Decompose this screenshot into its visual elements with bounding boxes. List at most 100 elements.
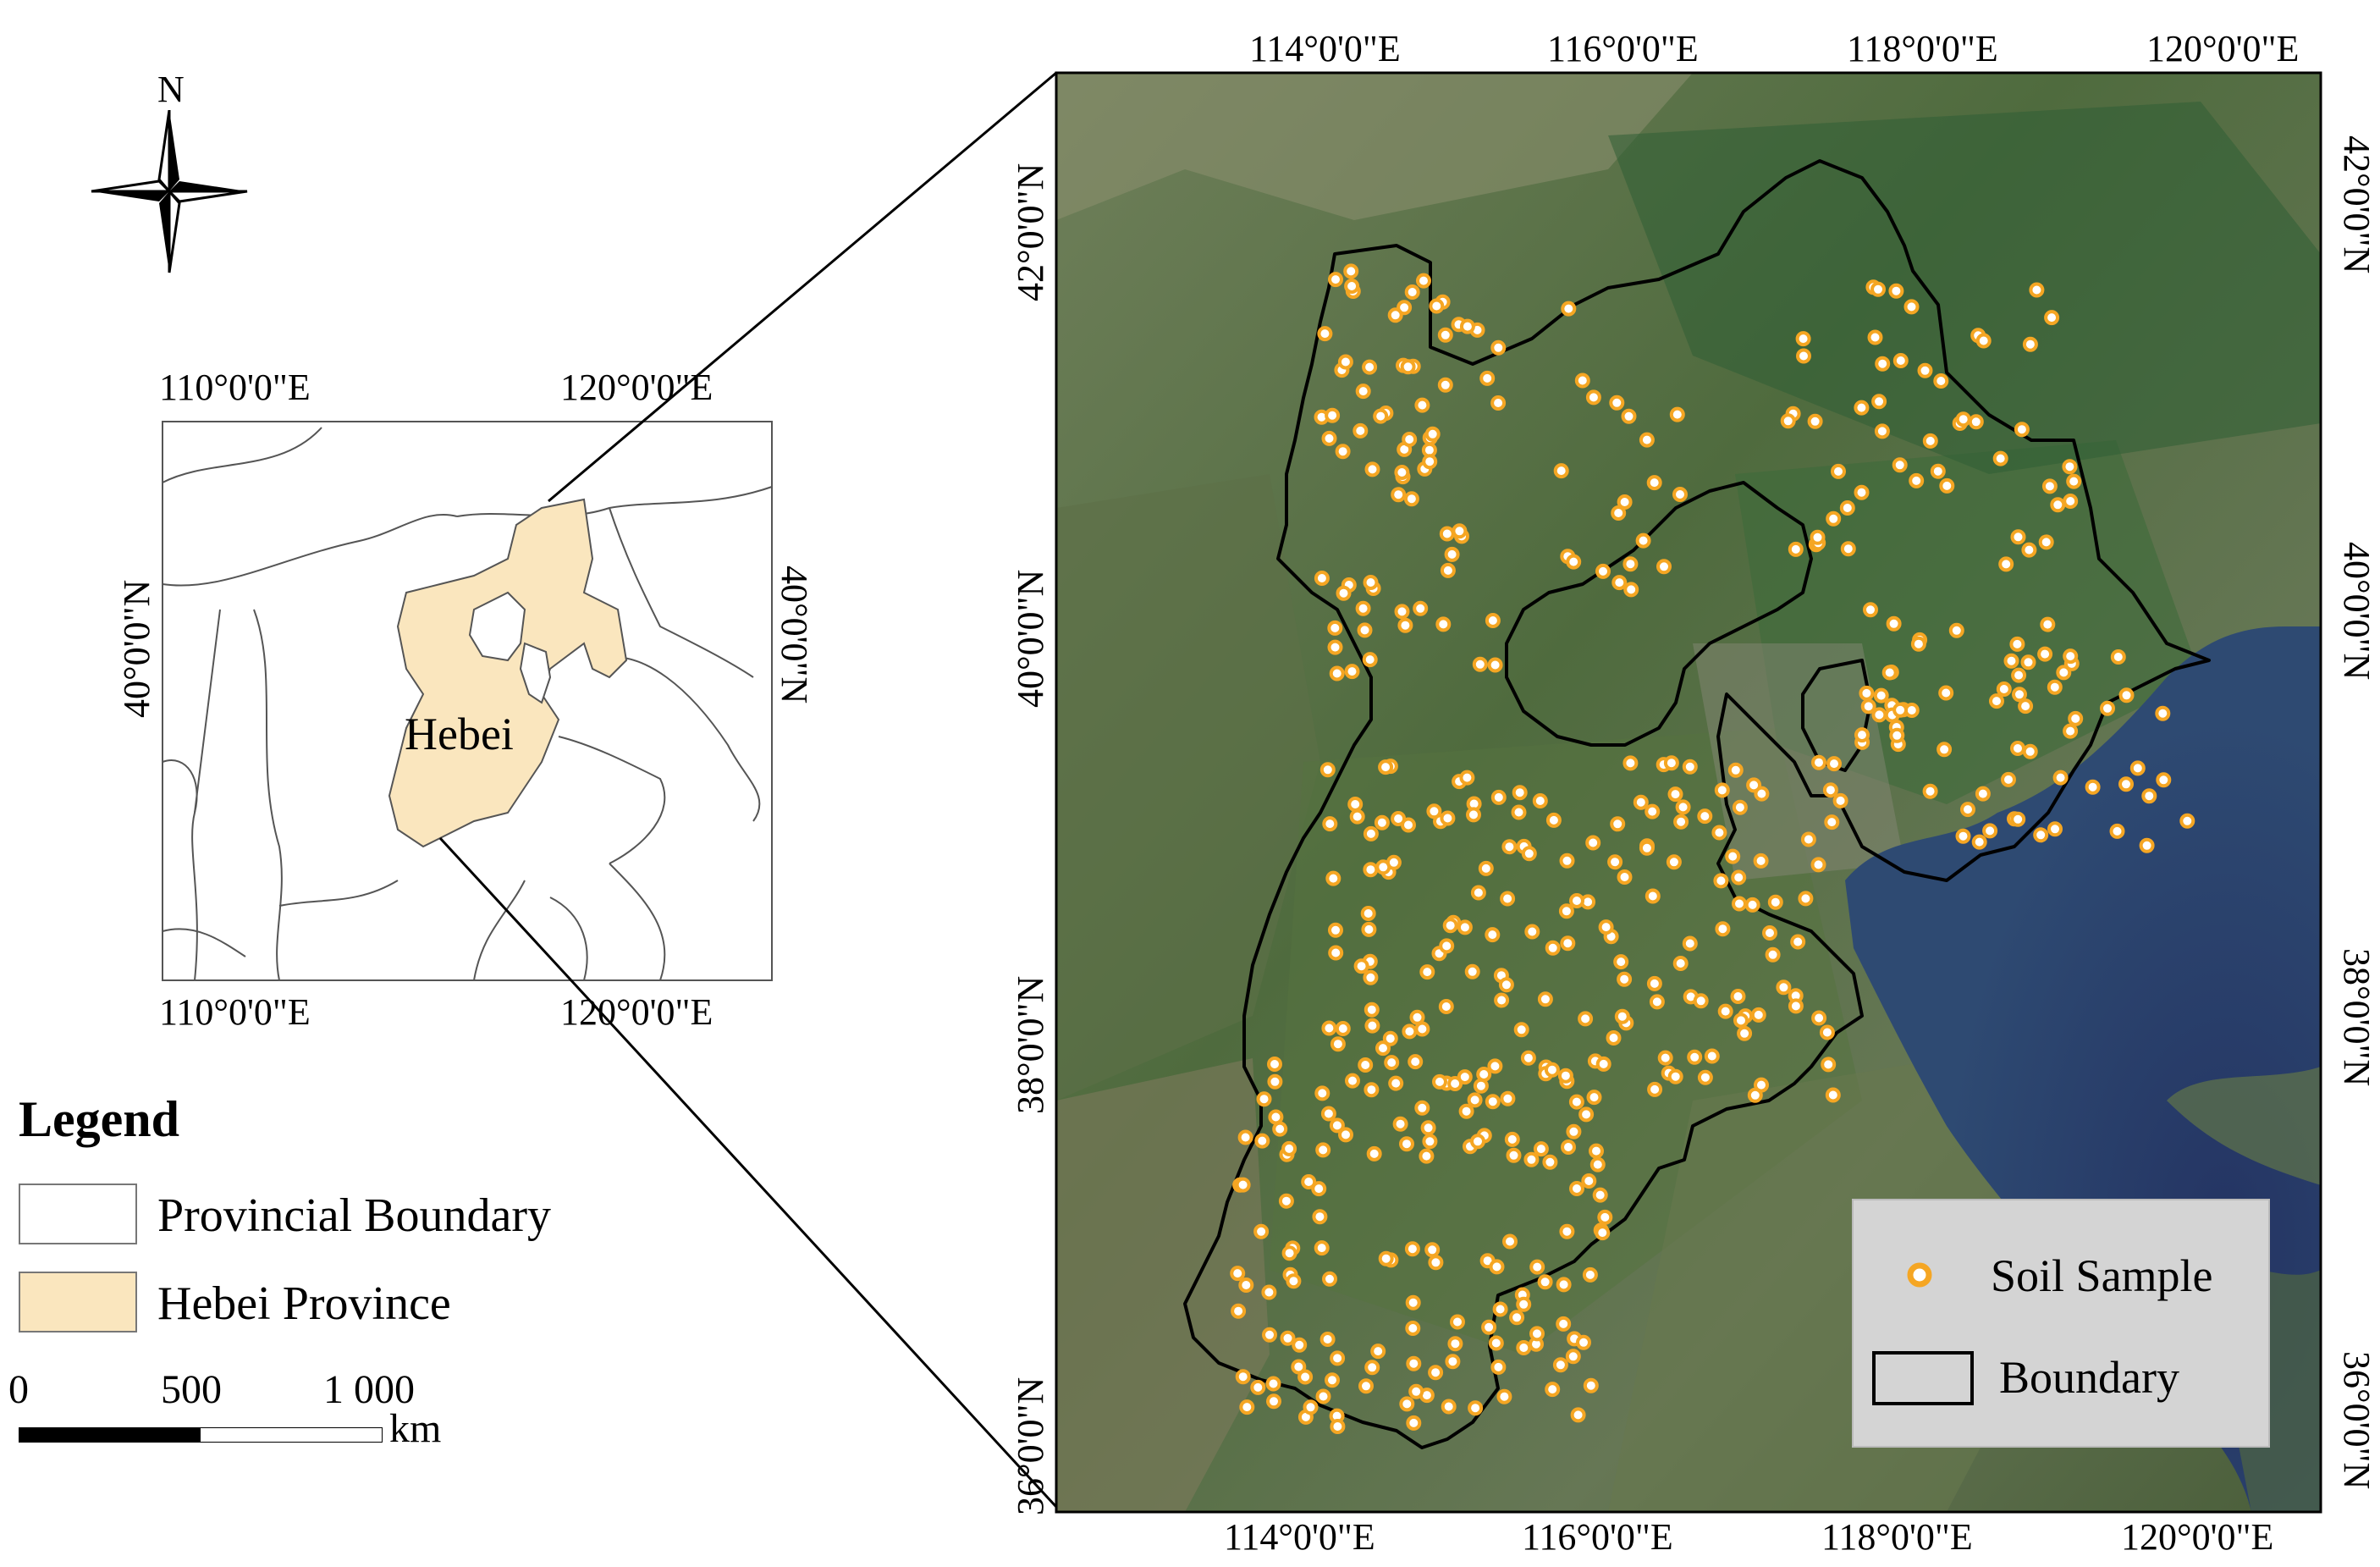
soil-sample-point — [1667, 786, 1683, 803]
soil-sample-point — [1473, 1078, 1489, 1094]
soil-sample-point — [1996, 681, 2012, 697]
soil-samples — [1230, 263, 2195, 1434]
soil-sample-point — [1886, 615, 1902, 632]
soil-sample-point — [1513, 1022, 1529, 1038]
soil-sample-point — [1347, 797, 1364, 812]
soil-sample-point — [1327, 620, 1343, 636]
soil-sample-point — [1439, 938, 1455, 954]
locator-top-tick-120: 120°0'0"E — [560, 367, 713, 408]
soil-sample-point — [1321, 1020, 1337, 1036]
soil-sample-point — [1489, 1259, 1505, 1275]
soil-sample-point — [2033, 827, 2049, 843]
soil-sample-point — [1406, 1415, 1422, 1431]
legend-label-hebei-province: Hebei Province — [157, 1277, 451, 1330]
soil-sample-point — [1955, 411, 1971, 428]
soil-sample-point — [1874, 423, 1890, 439]
soil-sample-point — [2109, 823, 2125, 839]
soil-sample-point — [1595, 563, 1611, 579]
soil-sample-point — [1375, 1040, 1391, 1057]
scale-label-500: 500 — [161, 1367, 222, 1412]
soil-sample-point — [1560, 935, 1576, 952]
soil-sample-point — [1281, 1245, 1297, 1261]
soil-sample-point — [1485, 927, 1501, 943]
soil-sample-point — [1561, 1139, 1576, 1155]
soil-sample-point — [1338, 1127, 1353, 1143]
soil-sample-point — [1737, 1025, 1753, 1041]
soil-sample-point — [1343, 263, 1359, 279]
soil-sample-point — [1863, 602, 1878, 618]
soil-sample-point — [1917, 362, 1933, 378]
soil-sample-point — [1537, 991, 1553, 1007]
soil-sample-point — [1859, 685, 1875, 701]
soil-sample-point — [1428, 1365, 1444, 1381]
soil-sample-point — [1502, 1233, 1518, 1250]
soil-sample-point — [1578, 1011, 1594, 1027]
soil-sample-point — [1336, 585, 1352, 601]
soil-sample-point — [1416, 273, 1431, 289]
soil-sample-point — [2040, 616, 2056, 632]
soil-sample-point — [1470, 885, 1486, 901]
soil-sample-point — [1239, 1399, 1255, 1415]
soil-sample-point — [1357, 622, 1373, 638]
soil-sample-point — [1256, 1091, 1272, 1107]
main-bottom-tick-118: 118°0'0"E — [1821, 1516, 1973, 1558]
soil-sample-point — [1790, 934, 1806, 950]
soil-sample-point — [1303, 1399, 1319, 1415]
soil-sample-point — [1744, 897, 1760, 913]
soil-sample-point — [1374, 814, 1390, 830]
soil-sample-point — [1498, 977, 1514, 993]
soil-sample-point — [1639, 432, 1655, 448]
soil-sample-point — [1992, 450, 2008, 466]
soil-sample-point — [1320, 1106, 1336, 1122]
soil-sample-point — [1500, 891, 1516, 907]
soil-sample-point — [1253, 1223, 1270, 1239]
soil-sample-point — [1363, 575, 1379, 590]
soil-sample-point — [1403, 491, 1419, 507]
soil-sample-point — [1447, 1336, 1463, 1352]
soil-sample-point — [1485, 613, 1501, 628]
boundary-icon — [1872, 1351, 1974, 1405]
soil-sample-point — [1713, 873, 1729, 889]
soil-sample-point — [1975, 786, 1991, 802]
soil-sample-point — [1537, 1274, 1553, 1290]
soil-sample-point — [1512, 785, 1528, 801]
soil-sample-point — [1437, 327, 1453, 343]
soil-sample-point — [1750, 1007, 1766, 1023]
soil-sample-point — [1971, 834, 1987, 850]
soil-sample-point — [2063, 723, 2079, 739]
soil-sample-point — [1319, 762, 1336, 778]
soil-sample-point — [1732, 799, 1748, 815]
soil-sample-point — [1730, 989, 1746, 1004]
soil-sample-point — [1441, 1399, 1457, 1415]
soil-sample-point — [1807, 413, 1823, 429]
soil-sample-point — [1780, 413, 1796, 429]
soil-sample-point — [1673, 814, 1689, 830]
soil-sample-point — [1444, 546, 1460, 562]
soil-sample-point — [1753, 852, 1769, 869]
soil-sample-point — [1948, 622, 1964, 638]
soil-sample-point — [1998, 556, 2014, 572]
soil-sample-point — [1982, 823, 1998, 839]
soil-sample-point — [1458, 1103, 1474, 1119]
soil-sample-point — [1889, 727, 1905, 743]
soil-sample-point — [1675, 799, 1691, 815]
soil-sample-point — [1610, 816, 1626, 832]
soil-sample-point — [1598, 919, 1614, 935]
soil-sample-point — [1800, 831, 1816, 847]
soil-sample-point — [1871, 394, 1887, 410]
soil-sample-point — [1870, 281, 1886, 297]
soil-sample-point — [1362, 359, 1378, 375]
soil-sample-point — [1822, 782, 1838, 798]
soil-sample-icon — [1907, 1262, 1932, 1288]
soil-sample-point — [1494, 992, 1510, 1008]
locator-bottom-tick-110: 110°0'0"E — [159, 991, 311, 1033]
soil-sample-point — [1875, 356, 1891, 372]
soil-sample-point — [1344, 279, 1360, 294]
soil-sample-point — [1960, 802, 1975, 818]
soil-sample-point — [1930, 463, 1946, 479]
soil-sample-point — [2052, 770, 2069, 786]
soil-sample-point — [1327, 639, 1343, 655]
scale-label-1000: 1 000 — [323, 1367, 415, 1412]
soil-sample-point — [1437, 377, 1453, 393]
